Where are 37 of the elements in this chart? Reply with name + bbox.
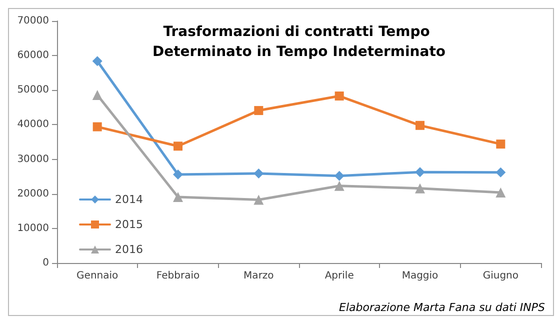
point	[92, 56, 102, 66]
y-tick-label: 0	[42, 258, 49, 268]
point	[334, 170, 344, 181]
point	[496, 187, 506, 198]
x-tick-label: Aprile	[324, 270, 354, 282]
point	[92, 90, 102, 100]
legend-label: 2015	[115, 218, 143, 231]
y-tick-label: 30000	[17, 154, 49, 165]
y-tick-label: 20000	[17, 188, 49, 200]
point	[254, 194, 264, 205]
legend-label: 2014	[115, 193, 143, 206]
point	[415, 167, 425, 178]
point	[496, 140, 506, 149]
y-tick-label: 50000	[17, 84, 49, 96]
point	[496, 167, 506, 178]
point	[92, 122, 102, 132]
text: Elaborazione Marta Fana su dati INPS	[339, 301, 546, 314]
point	[416, 120, 424, 130]
point	[173, 169, 183, 180]
legend-label: 2016	[115, 243, 143, 256]
y-tick-label: 60000	[17, 50, 49, 62]
point	[254, 106, 264, 116]
point	[174, 142, 182, 151]
x-tick-label: Febbraio	[156, 270, 200, 282]
point	[173, 192, 183, 202]
y-tick-label: 40000	[17, 119, 49, 130]
text: Trasformazioni di contratti Tempo Determinato in Tempo Indeterminato	[152, 24, 446, 60]
point	[334, 180, 344, 191]
x-tick-label: Marzo	[244, 270, 274, 282]
x-tick-label: Gennaio	[76, 270, 118, 282]
y-tick-label: 70000	[17, 16, 49, 26]
point	[334, 92, 344, 101]
x-tick-label: Giugno	[482, 270, 519, 282]
point	[415, 183, 425, 194]
point	[254, 168, 264, 178]
x-tick-label: Maggio	[402, 270, 438, 282]
y-tick-label: 10000	[17, 222, 49, 234]
